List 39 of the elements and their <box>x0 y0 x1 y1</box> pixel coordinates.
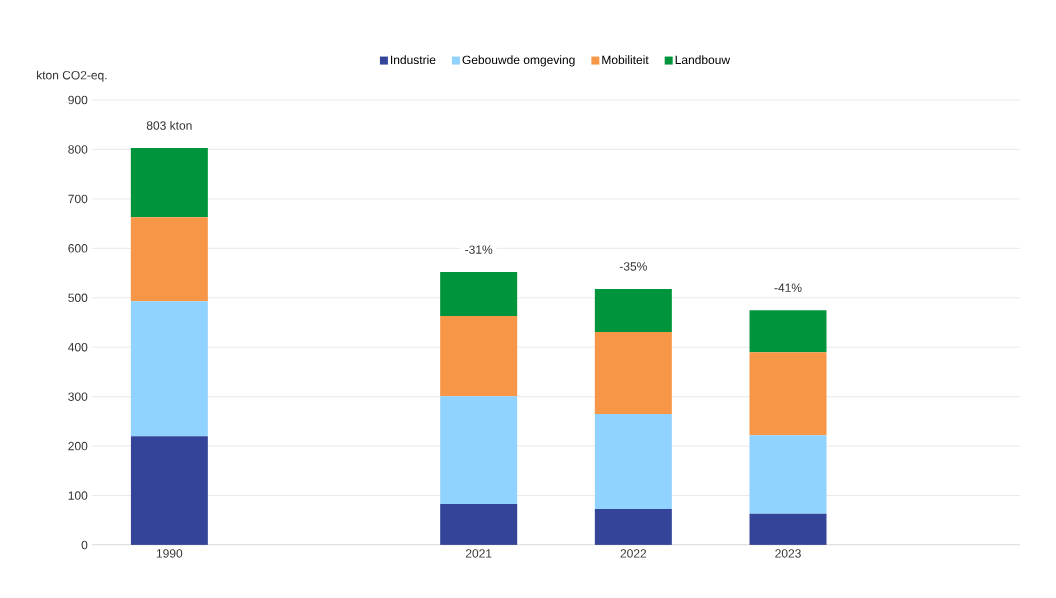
bar <box>440 503 518 545</box>
y-axis-title: kton CO2-eq. <box>37 70 107 82</box>
x-tick-label: 2021 <box>465 549 492 558</box>
y-tick-label: 300 <box>68 392 88 401</box>
legend-label: Landbouw <box>675 55 731 65</box>
bar <box>749 310 827 353</box>
y-tick-label: 500 <box>68 293 88 303</box>
annotation: 803 kton <box>146 120 192 130</box>
y-tick-label: 100 <box>68 491 88 500</box>
y-tick-label: 800 <box>68 145 88 154</box>
x-tick-label: 2022 <box>620 549 647 558</box>
y-tick-label: 200 <box>68 441 88 451</box>
bar <box>440 396 518 504</box>
y-tick-label: 900 <box>68 95 88 105</box>
annotation: -31% <box>465 245 493 254</box>
legend-label: Gebouwde omgeving <box>462 55 575 67</box>
bar <box>130 436 208 545</box>
y-tick-label: 400 <box>68 342 88 352</box>
y-tick-label: 700 <box>68 194 88 204</box>
bar <box>594 331 672 414</box>
bar <box>440 316 518 397</box>
x-tick-label: 2023 <box>775 549 801 558</box>
bar <box>749 435 827 514</box>
legend-label: Mobiliteit <box>602 55 649 65</box>
bar <box>749 352 827 436</box>
bar <box>594 288 672 332</box>
bar <box>594 413 672 509</box>
legend-label: Industrie <box>391 55 436 65</box>
annotation: -35% <box>619 262 647 271</box>
y-tick-label: 600 <box>68 244 88 253</box>
bar <box>440 272 518 317</box>
annotation: -41% <box>774 283 802 292</box>
bar <box>594 508 672 545</box>
bar <box>130 147 208 218</box>
bar <box>130 217 208 302</box>
y-tick-label: 0 <box>81 540 88 550</box>
bar <box>749 513 827 545</box>
x-tick-label: 1990 <box>156 549 183 558</box>
bar <box>130 301 208 437</box>
